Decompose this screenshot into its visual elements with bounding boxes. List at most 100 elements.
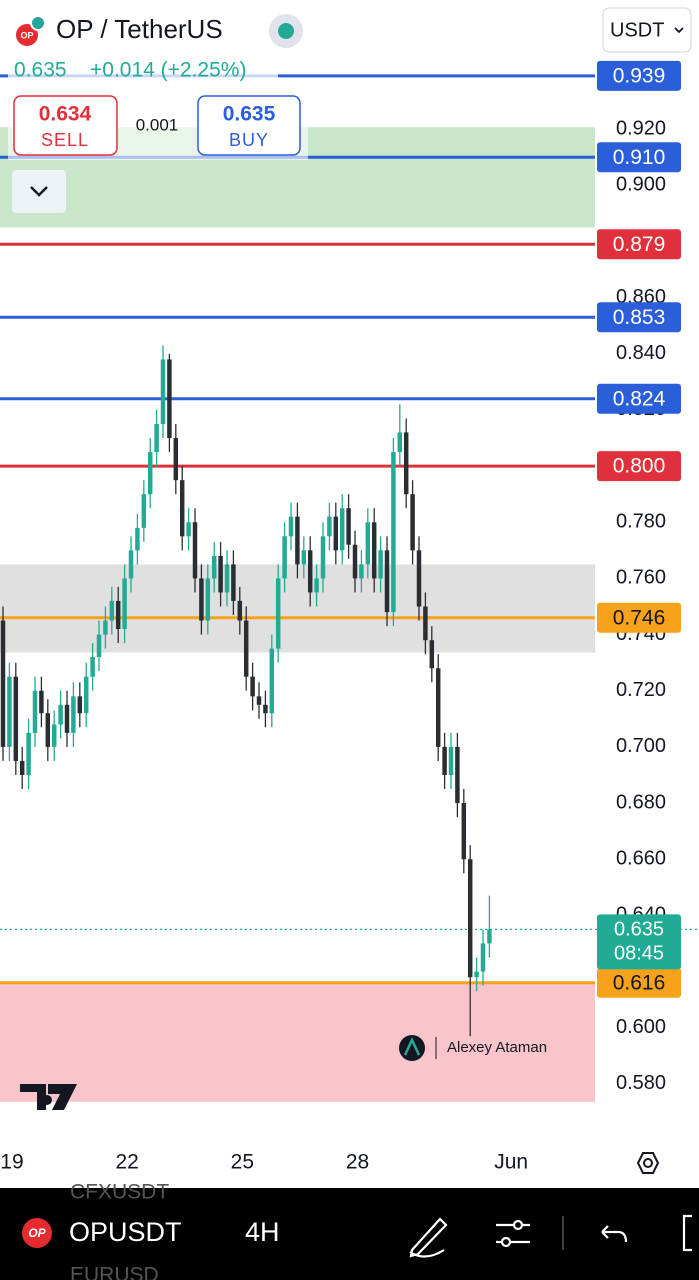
candle-body <box>218 555 223 593</box>
y-tick-label: 0.600 <box>616 1016 666 1038</box>
buy-button[interactable] <box>197 95 301 156</box>
candle-body <box>13 676 19 761</box>
logo <box>16 24 38 46</box>
sell-price: 0.634 <box>39 103 92 126</box>
candle-body <box>205 578 211 621</box>
candle-body <box>19 760 25 775</box>
collapse-button[interactable] <box>12 170 66 213</box>
y-tick-label: 0.660 <box>616 847 666 869</box>
currency: USDT <box>610 19 664 41</box>
level-label-box <box>597 602 681 633</box>
undo-icon[interactable] <box>601 1225 628 1243</box>
chart-layer: 0.5800.6000.6200.6400.6600.6800.7000.720… <box>0 60 699 1174</box>
candle-body <box>391 452 396 613</box>
currency-button[interactable] <box>602 7 692 53</box>
candle-body <box>333 516 339 551</box>
candle-body <box>77 696 83 714</box>
indicators-icon[interactable] <box>496 1219 530 1248</box>
candle-body <box>96 634 102 658</box>
tv-logo <box>20 1084 77 1110</box>
candle-body <box>58 704 63 725</box>
candle-body <box>282 536 287 579</box>
fullscreen-icon[interactable] <box>682 1214 692 1252</box>
candle-body <box>307 550 313 593</box>
logo-text: OP <box>20 30 33 40</box>
candle-body <box>314 578 319 593</box>
candle-body <box>384 550 390 613</box>
candle-body <box>301 550 307 565</box>
author: Alexey Ataman <box>447 1039 547 1056</box>
candle-body <box>186 522 191 537</box>
candle-body <box>7 676 12 747</box>
price-label: 0.635 <box>614 919 664 941</box>
price-label-box <box>597 914 681 970</box>
candle-body <box>269 648 275 714</box>
buy-price: 0.635 <box>223 103 276 126</box>
candle-body <box>39 690 44 714</box>
candle-body <box>442 746 447 775</box>
sell-label: SELL <box>41 130 89 150</box>
candle-body <box>448 746 454 775</box>
symbol-title[interactable]: OP / TetherUS <box>56 14 223 44</box>
plot: 0.5800.6000.6200.6400.6600.6800.7000.720… <box>0 60 699 1174</box>
candle-body <box>359 564 364 579</box>
candle-body <box>461 803 467 860</box>
candle-body <box>243 620 249 677</box>
candle-body <box>83 676 89 714</box>
candle-body <box>263 704 268 714</box>
draw-icon[interactable] <box>409 1217 448 1258</box>
interval[interactable]: 4H <box>245 1217 280 1247</box>
candle-body <box>250 676 255 697</box>
candle-body <box>173 438 179 481</box>
last-price: 0.635 <box>14 59 67 82</box>
settings-icon[interactable] <box>636 1152 660 1174</box>
candle-body <box>167 359 172 439</box>
ui: OP OP / TetherUS 0.635 +0.014 (+2.25%) 0… <box>0 7 699 1280</box>
candle-body <box>423 606 428 641</box>
candle-body <box>327 516 332 537</box>
y-tick-label: 0.680 <box>616 791 666 813</box>
level-label-box <box>597 967 681 998</box>
candle-body <box>467 859 473 978</box>
candle-body <box>320 536 326 579</box>
level-label-box <box>597 229 681 260</box>
price-backdrop <box>8 60 278 84</box>
faded-symbol: CFXUSDT <box>70 1181 169 1204</box>
candle-body <box>237 600 243 621</box>
candle-body <box>352 544 358 579</box>
candle-body <box>435 668 441 747</box>
level-label: 0.824 <box>613 387 666 410</box>
y-tick-label: 0.900 <box>616 174 666 196</box>
candle-body <box>410 494 415 551</box>
y-tick-label: 0.780 <box>616 511 666 533</box>
candle-body <box>115 600 121 629</box>
level-label: 0.853 <box>613 306 666 329</box>
status-dot <box>278 23 294 39</box>
candle-body <box>103 620 108 635</box>
candle-body <box>429 640 435 669</box>
y-tick-label: 0.760 <box>616 567 666 589</box>
buy-label: BUY <box>229 130 269 150</box>
tv-logo-dot <box>42 1095 52 1105</box>
candle-body <box>403 432 409 495</box>
sell-button[interactable] <box>13 95 118 156</box>
author-avatar-mark <box>403 1037 421 1056</box>
x-tick-label: 19 <box>0 1151 23 1174</box>
candle-body <box>275 578 281 649</box>
symbol[interactable]: OPUSDT <box>69 1217 182 1247</box>
candle-body <box>179 480 185 537</box>
candle-body <box>135 527 140 551</box>
y-tick-label: 0.700 <box>616 735 666 757</box>
candle-body <box>154 423 159 453</box>
candle-body <box>371 522 377 579</box>
candle-body <box>51 724 57 747</box>
candle-body <box>109 600 115 621</box>
candle-body <box>416 550 422 607</box>
level-label-box <box>597 142 681 173</box>
candle-body <box>378 550 383 579</box>
candle-body <box>32 690 38 733</box>
candle-body <box>224 564 230 593</box>
candle-body <box>64 704 70 733</box>
candle-body <box>141 494 147 528</box>
symbol-logo-text: OP <box>28 1226 46 1240</box>
